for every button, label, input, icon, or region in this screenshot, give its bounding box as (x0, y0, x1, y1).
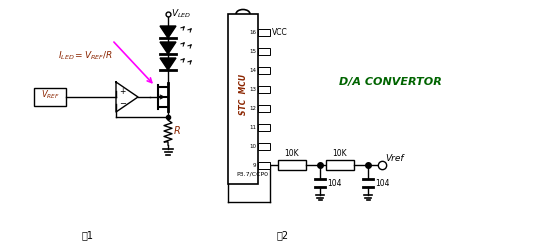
Bar (258, 105, 270, 112)
Text: Vref: Vref (385, 154, 403, 163)
Text: STC  MCU: STC MCU (238, 73, 247, 115)
Text: $I_{LED}=V_{REF}/R$: $I_{LED}=V_{REF}/R$ (58, 50, 113, 62)
Text: +: + (119, 86, 125, 96)
Text: 10K: 10K (333, 149, 348, 158)
Bar (258, 48, 270, 55)
Text: 10: 10 (249, 144, 256, 149)
Text: 11: 11 (249, 125, 256, 130)
Text: 10K: 10K (285, 149, 300, 158)
Text: −: − (119, 100, 126, 109)
Text: VCC: VCC (272, 28, 288, 37)
Bar (258, 67, 270, 74)
Text: 104: 104 (375, 179, 390, 187)
Polygon shape (160, 26, 176, 38)
Text: $V_{REF}$: $V_{REF}$ (41, 89, 60, 101)
Text: 16: 16 (249, 30, 256, 35)
Text: $V_{LED}$: $V_{LED}$ (171, 8, 191, 20)
Text: 15: 15 (249, 49, 256, 54)
Text: 13: 13 (249, 87, 256, 92)
Text: 9: 9 (253, 163, 256, 168)
Text: 104: 104 (327, 179, 342, 187)
Polygon shape (160, 42, 176, 54)
Text: 12: 12 (249, 106, 256, 111)
Bar (228, 14, 258, 184)
Bar (258, 124, 270, 131)
Bar (34, 88, 66, 106)
Text: P3.7/CCP0: P3.7/CCP0 (236, 171, 268, 176)
Bar (258, 29, 270, 36)
Bar (326, 160, 354, 170)
Bar (258, 143, 270, 150)
Text: D/A CONVERTOR: D/A CONVERTOR (338, 77, 441, 87)
Bar (258, 86, 270, 93)
Text: 图2: 图2 (277, 230, 289, 240)
Bar (258, 162, 270, 169)
Text: R: R (174, 126, 181, 136)
Text: 图1: 图1 (82, 230, 94, 240)
Polygon shape (160, 58, 176, 70)
Bar (278, 160, 306, 170)
Polygon shape (116, 82, 138, 112)
Text: 14: 14 (249, 68, 256, 73)
